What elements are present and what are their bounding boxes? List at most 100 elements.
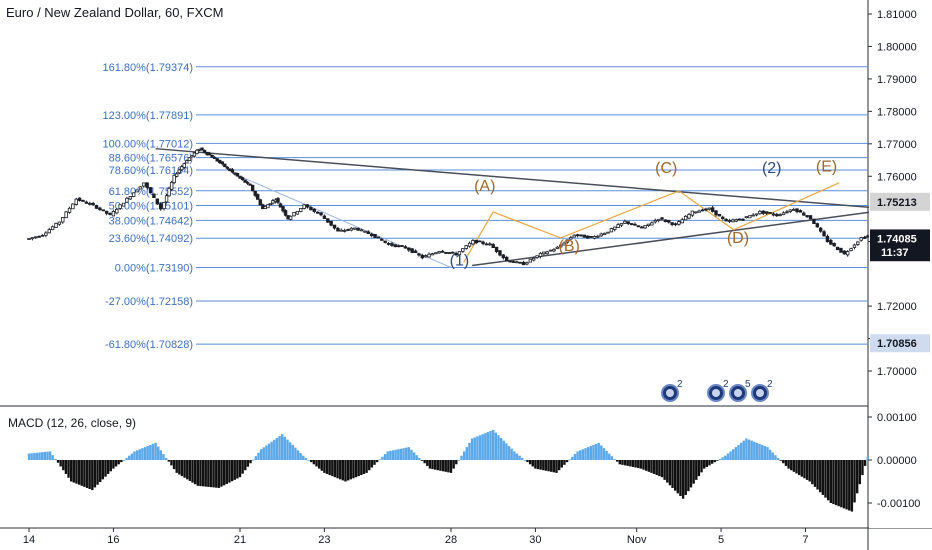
macd-bar bbox=[336, 460, 339, 479]
macd-bar bbox=[415, 455, 418, 460]
candle-body bbox=[515, 261, 519, 264]
macd-bar bbox=[568, 459, 571, 461]
candle-body bbox=[108, 212, 112, 215]
candle-body bbox=[353, 227, 357, 230]
candle-body bbox=[292, 212, 296, 217]
macd-bar bbox=[621, 460, 624, 465]
moon-clock-icon[interactable]: 5 bbox=[729, 379, 751, 402]
event-count: 2 bbox=[723, 379, 729, 390]
candle-body bbox=[218, 159, 222, 164]
candle-body bbox=[349, 227, 354, 231]
trendline[interactable] bbox=[155, 147, 932, 240]
candle-body bbox=[380, 238, 384, 241]
candle-body bbox=[700, 209, 705, 212]
price-tick-label: 1.79000 bbox=[877, 74, 917, 86]
candle-body bbox=[589, 236, 593, 238]
candle-body bbox=[57, 221, 62, 225]
candle-body bbox=[281, 206, 285, 212]
macd-bar bbox=[54, 458, 57, 460]
macd-bar bbox=[845, 460, 848, 510]
price-axis[interactable]: 1.81000 1.80000 1.79000 1.78000 1.77000 1.760… bbox=[868, 0, 932, 528]
price-tag-box bbox=[870, 229, 930, 248]
trendline[interactable] bbox=[472, 203, 932, 267]
macd-bar bbox=[457, 460, 461, 461]
time-axis[interactable]: 14 16 21 23 28 30 Nov 5 7 bbox=[23, 528, 809, 546]
macd-bar bbox=[782, 460, 785, 464]
candle-body bbox=[505, 256, 509, 262]
candle-body bbox=[825, 235, 830, 243]
macd-bar bbox=[402, 448, 405, 460]
candle-body bbox=[180, 166, 184, 171]
macd-bar bbox=[323, 460, 326, 473]
candle-body bbox=[613, 226, 617, 230]
candle-body bbox=[417, 253, 421, 256]
macd-bar bbox=[418, 457, 421, 460]
candle-body bbox=[680, 219, 684, 224]
macd-bar bbox=[209, 460, 213, 488]
price-tag[interactable]: 1.75213 bbox=[870, 192, 930, 211]
macd-bar bbox=[573, 454, 577, 460]
candle-body bbox=[710, 207, 715, 212]
macd-bar bbox=[465, 447, 469, 460]
macd-bar bbox=[238, 460, 242, 478]
candle-body bbox=[616, 224, 620, 228]
candle-body bbox=[326, 218, 330, 223]
macd-bar bbox=[737, 444, 740, 460]
candle-body bbox=[125, 197, 129, 203]
macd-bar bbox=[484, 433, 487, 460]
candle-body bbox=[396, 245, 401, 248]
macd-bar bbox=[328, 460, 331, 476]
macd-bar bbox=[819, 460, 822, 493]
event-markers[interactable]: 2 2 5 2 bbox=[661, 379, 773, 402]
price-tag[interactable]: 1.74085 bbox=[870, 229, 930, 248]
price-tag[interactable]: 1.70856 bbox=[870, 334, 930, 353]
macd-bar bbox=[191, 460, 194, 483]
candle-body bbox=[596, 235, 600, 238]
macd-bar bbox=[861, 460, 864, 476]
candle-body bbox=[494, 246, 499, 252]
macd-bar bbox=[813, 460, 817, 487]
candle-body bbox=[538, 252, 543, 257]
candle-body bbox=[322, 215, 327, 219]
moon-clock-icon[interactable]: 2 bbox=[707, 379, 729, 402]
moon-clock-icon[interactable]: 2 bbox=[661, 379, 683, 402]
candle-body bbox=[643, 224, 647, 229]
candle-body bbox=[835, 246, 840, 251]
macd-bar bbox=[462, 451, 466, 460]
macd-bar bbox=[304, 457, 308, 460]
abc-wave-path[interactable] bbox=[463, 182, 840, 263]
candle-body bbox=[501, 254, 506, 259]
candle-body bbox=[369, 233, 374, 237]
candle-body bbox=[276, 197, 280, 203]
macd-bar bbox=[510, 448, 513, 460]
candle-body bbox=[329, 220, 333, 226]
candle-body bbox=[822, 231, 826, 237]
macd-bar bbox=[341, 460, 345, 481]
macd-bar bbox=[170, 460, 173, 466]
macd-bar bbox=[412, 452, 416, 460]
macd-bar bbox=[349, 460, 352, 480]
moon-clock-icon[interactable]: 2 bbox=[751, 379, 773, 402]
candle-body bbox=[174, 173, 179, 177]
macd-bar bbox=[676, 460, 680, 494]
event-icon-face bbox=[666, 389, 674, 397]
candle-body bbox=[629, 223, 634, 225]
candle-body bbox=[845, 251, 850, 256]
candle-body bbox=[135, 189, 139, 193]
macd-bar bbox=[803, 460, 806, 479]
countdown-label: 11:37 bbox=[881, 247, 909, 259]
macd-bar bbox=[745, 438, 748, 460]
macd-bar bbox=[795, 460, 798, 474]
macd-bar bbox=[666, 460, 669, 483]
candle-body bbox=[240, 177, 245, 181]
macd-bar bbox=[602, 448, 606, 460]
candle-body bbox=[737, 218, 742, 221]
macd-bar bbox=[629, 460, 632, 467]
macd-tick-label: 0.00100 bbox=[877, 412, 917, 424]
candle-body bbox=[660, 217, 664, 220]
candle-body bbox=[650, 222, 654, 226]
candle-body bbox=[305, 204, 310, 208]
macd-bar bbox=[555, 460, 558, 473]
macd-bar bbox=[671, 460, 674, 488]
